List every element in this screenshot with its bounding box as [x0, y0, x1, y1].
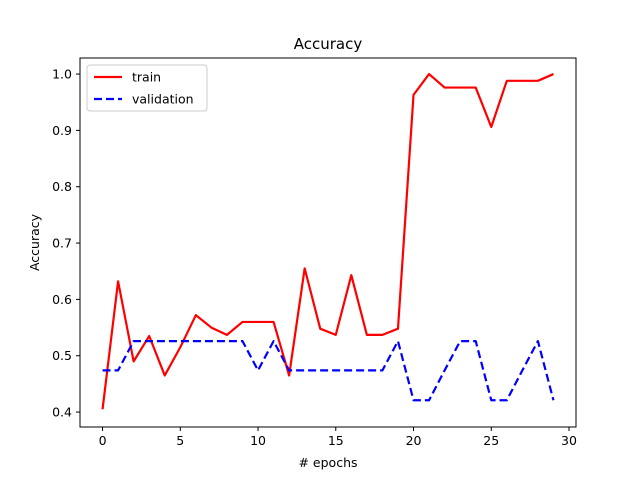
x-tick-label: 20: [406, 433, 422, 448]
series-line-train: [101, 72, 554, 410]
x-tick-label: 5: [176, 433, 184, 448]
x-tick-label: 0: [99, 433, 107, 448]
plot-lines: [101, 72, 555, 410]
x-axis-title: # epochs: [298, 455, 357, 470]
legend: train validation: [86, 64, 208, 112]
x-tick-label: 30: [561, 433, 577, 448]
y-tick-label: 1.0: [52, 67, 72, 82]
y-tick-label: 0.4: [52, 405, 72, 420]
x-axis: 0 5 10 15 20 25 30: [99, 427, 577, 448]
legend-label-validation: validation: [132, 92, 194, 107]
plot-frame: [79, 57, 577, 428]
y-tick-label: 0.5: [52, 348, 72, 363]
x-tick-label: 25: [483, 433, 499, 448]
y-tick-label: 0.6: [52, 292, 72, 307]
y-tick-label: 0.7: [52, 236, 72, 251]
x-tick-label: 15: [328, 433, 344, 448]
y-axis-title: Accuracy: [27, 213, 42, 271]
y-axis: 0.4 0.5 0.6 0.7 0.8 0.9 1.0: [52, 67, 80, 420]
x-tick-label: 10: [250, 433, 266, 448]
chart-title: Accuracy: [294, 35, 363, 53]
y-tick-label: 0.9: [52, 123, 72, 138]
y-tick-label: 0.8: [52, 179, 72, 194]
series-line-validation: [102, 339, 555, 402]
legend-label-train: train: [132, 70, 161, 85]
